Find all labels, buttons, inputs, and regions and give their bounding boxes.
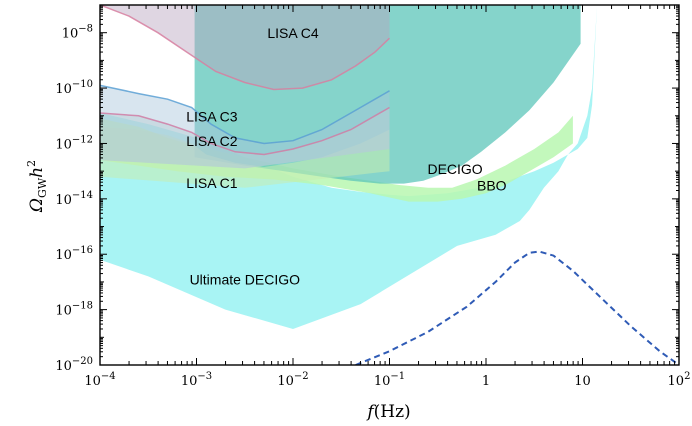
x-tick-label: 102 (668, 371, 691, 389)
plot-frame (99, 4, 680, 366)
x-tick-label: 10−3 (181, 371, 212, 389)
label-lisa-c1: LISA C1 (186, 175, 238, 191)
signal-curve-dashed (355, 250, 679, 365)
y-tick-labels: 10−20 10−18 10−16 10−14 10−12 10−10 10−8 (55, 24, 93, 374)
region-boundary-2 (100, 84, 390, 145)
x-tick-label: 10−1 (374, 371, 405, 389)
y-tick-label: 10−20 (55, 356, 93, 374)
region-boundary-1 (100, 5, 391, 91)
label-lisa-c4: LISA C4 (267, 25, 319, 41)
region-ultimate-decigo (100, 5, 597, 329)
y-tick-label: 10−10 (55, 79, 93, 97)
x-tick-label: 10−2 (277, 371, 308, 389)
region-lisa-c4 (100, 5, 390, 90)
region-boundary-3 (100, 106, 390, 156)
region-decigo (194, 5, 581, 184)
y-tick-label: 10−12 (55, 135, 93, 153)
y-tick-label: 10−16 (55, 245, 93, 263)
x-tick-label: 10 (574, 374, 591, 389)
y-tick-label: 10−8 (62, 24, 93, 42)
x-tick-label: 1 (482, 374, 490, 389)
label-lisa-c2: LISA C2 (186, 133, 238, 149)
y-tick-label: 10−18 (55, 301, 93, 319)
label-decigo: DECIGO (427, 161, 482, 177)
region-lisa-c3 (100, 85, 390, 169)
region-lisa-c2 (100, 107, 390, 169)
label-bbo: BBO (477, 178, 507, 194)
y-tick-label: 10−14 (55, 190, 93, 208)
x-tick-label: 10−4 (84, 371, 115, 389)
x-tick-labels: 10−4 10−3 10−2 10−1 1 10 102 (84, 371, 690, 389)
y-axis-title: ΩGWh2 (25, 160, 49, 213)
label-ultimate-decigo: Ultimate DECIGO (190, 272, 301, 288)
sensitivity-regions (100, 5, 679, 365)
x-axis-title: f(Hz) (365, 402, 410, 422)
label-lisa-c3: LISA C3 (186, 108, 238, 124)
